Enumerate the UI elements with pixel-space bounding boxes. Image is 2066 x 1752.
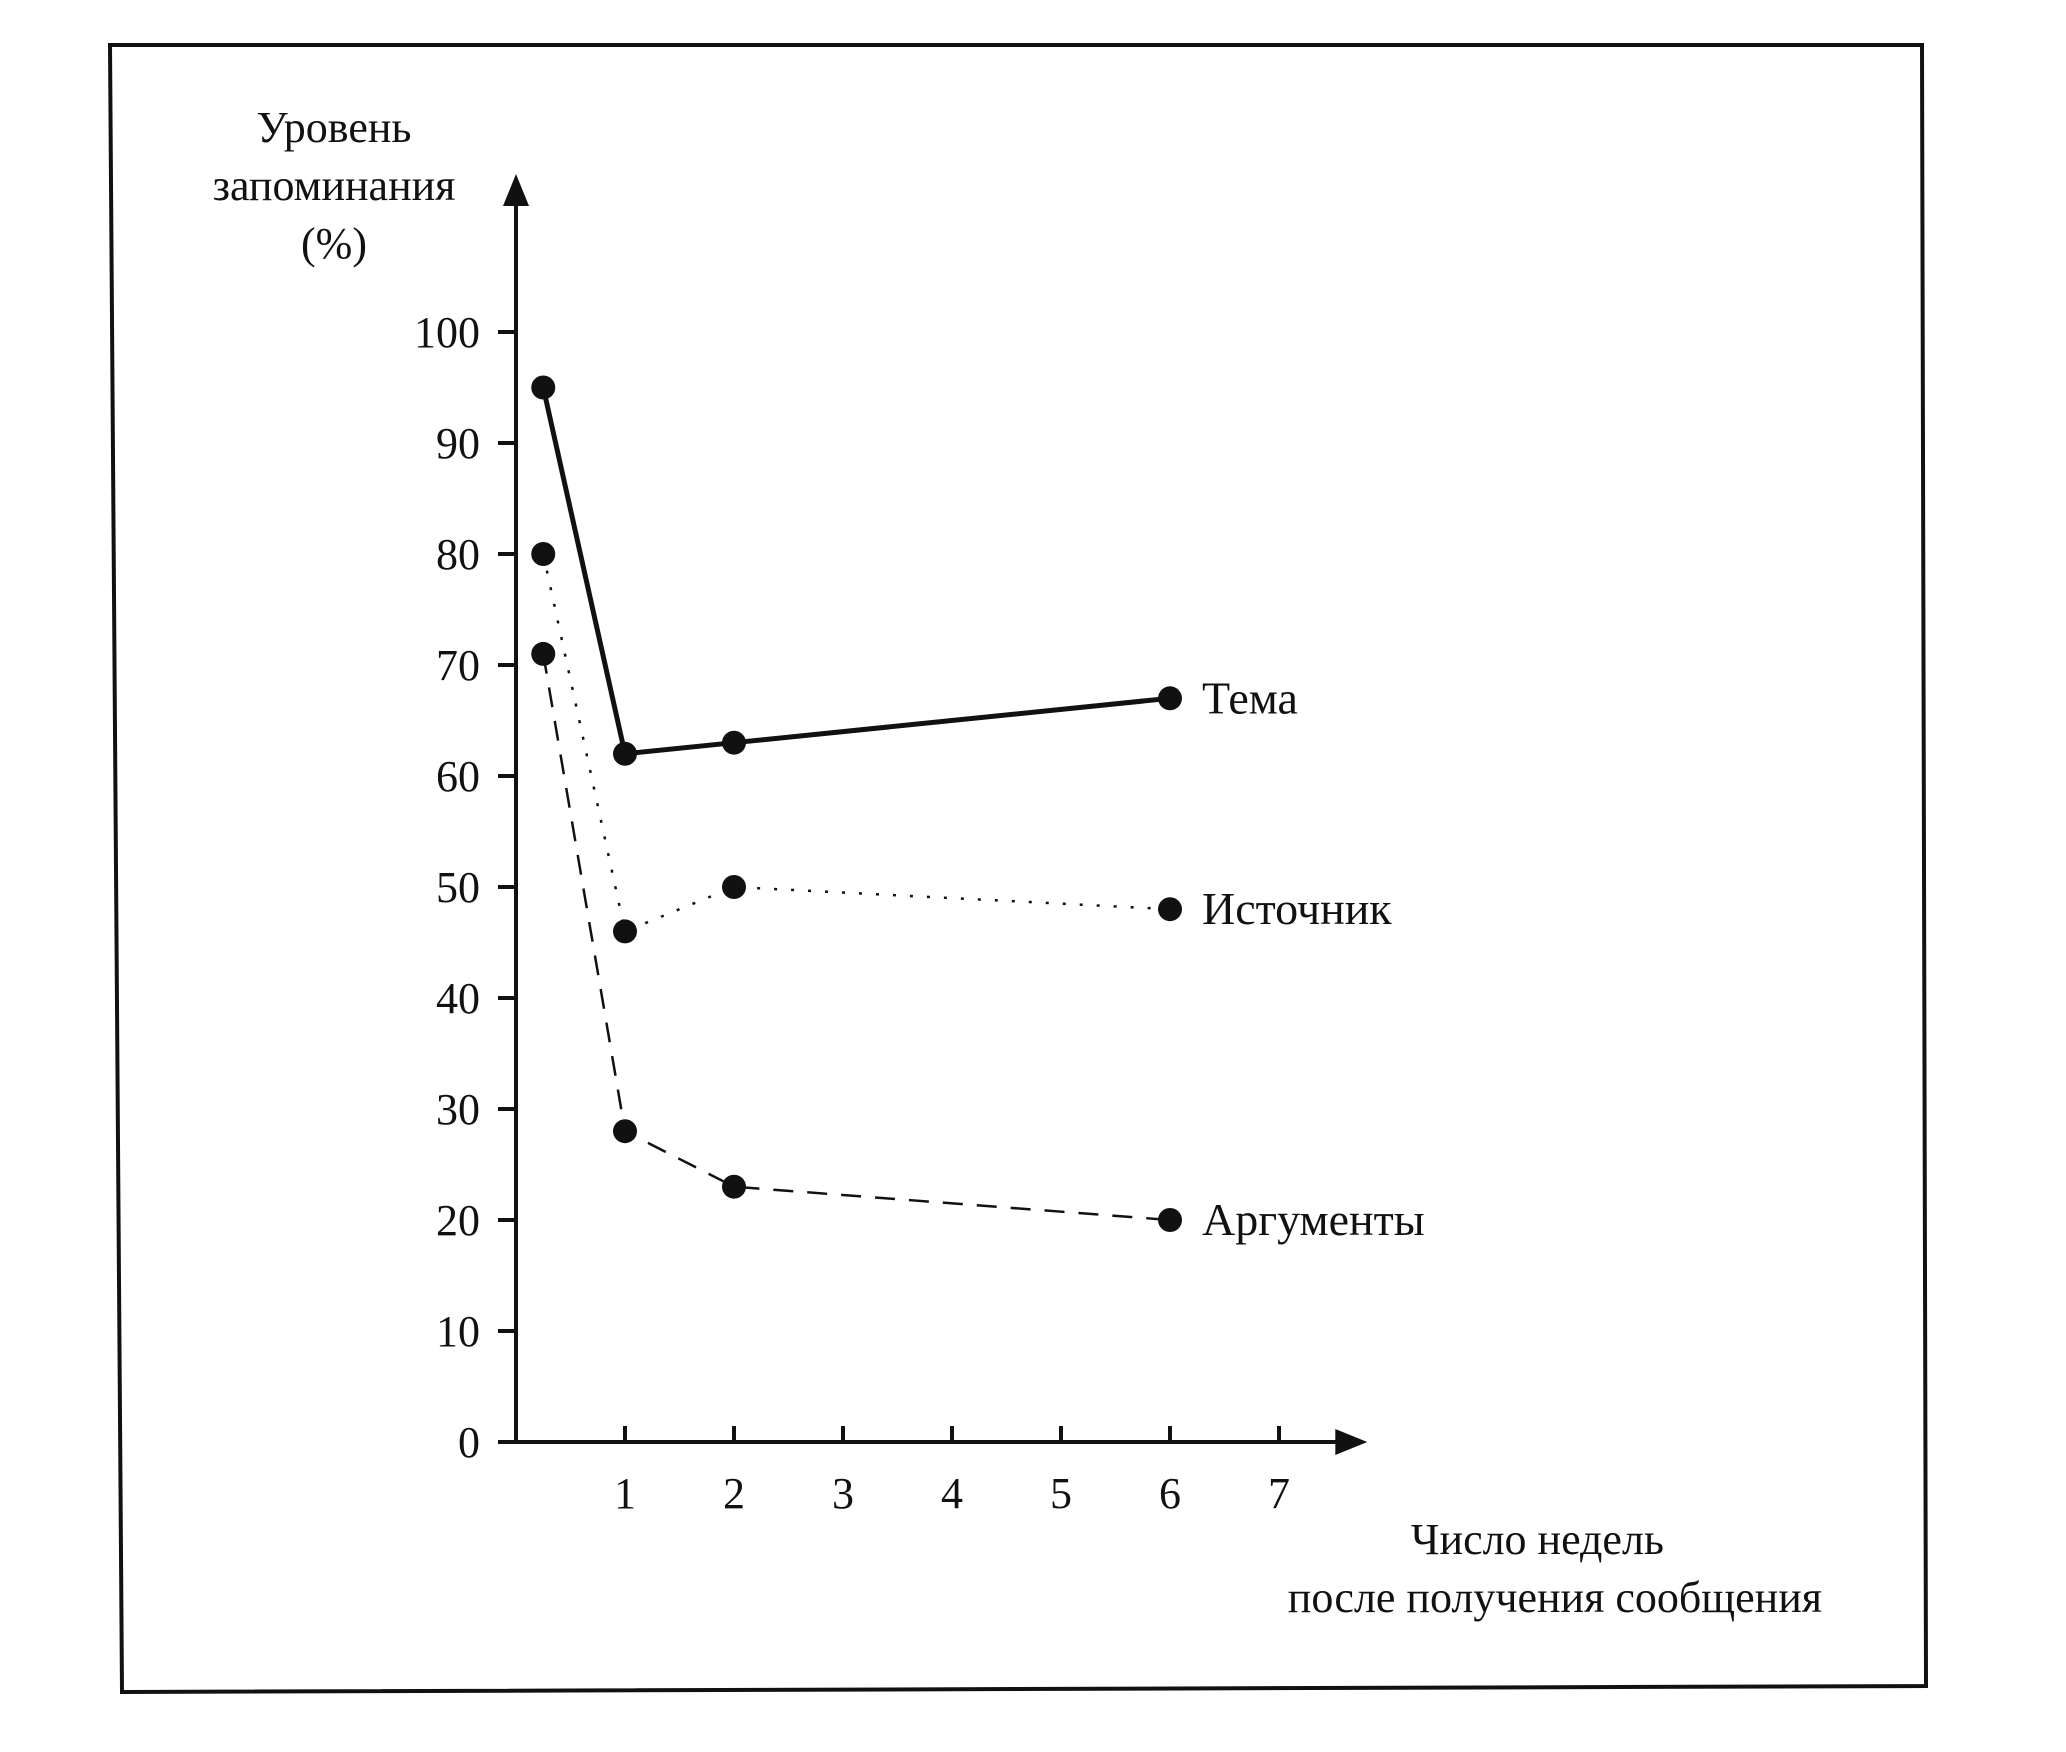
x-tick-label: 6 [1159, 1469, 1181, 1518]
data-point [531, 641, 556, 666]
series-line-3 [542, 653, 1171, 1222]
data-point [531, 542, 556, 566]
x-axis-title: Число недель после получения сообщения [1288, 1515, 1822, 1622]
data-point [613, 919, 637, 944]
y-tick-label: 20 [436, 1196, 480, 1245]
data-point [531, 375, 556, 400]
data-point [1158, 1208, 1182, 1232]
y-tick-label: 60 [436, 752, 480, 801]
x-axis-title-line-2: после получения сообщения [1288, 1573, 1822, 1622]
data-point [722, 730, 746, 755]
y-tick-label: 10 [436, 1307, 480, 1356]
series-label-1: Тема [1202, 672, 1298, 723]
series-line-1 [540, 386, 1171, 757]
y-tick-label: 90 [436, 419, 480, 468]
data-point [613, 741, 637, 766]
data-point [722, 875, 746, 899]
y-tick-label: 50 [436, 863, 480, 912]
data-point [1158, 686, 1182, 711]
data-point [1158, 897, 1182, 922]
y-tick-label: 80 [436, 530, 480, 579]
y-tick-label: 30 [436, 1085, 480, 1134]
axes: 0 10 20 30 40 50 60 70 80 90 100 1 2 3 4 5 6 7 [414, 174, 1368, 1518]
y-axis-title: Уровень запоминания (%) [213, 103, 456, 268]
data-point [722, 1174, 746, 1199]
x-tick-label: 2 [723, 1469, 745, 1518]
x-tick-label: 3 [832, 1469, 854, 1518]
series-label-2: Источник [1202, 883, 1392, 934]
y-tick-label: 70 [436, 641, 480, 690]
x-axis-title-line-1: Число недель [1411, 1515, 1664, 1564]
x-axis-arrow [1335, 1429, 1368, 1455]
x-tick-label: 7 [1268, 1469, 1290, 1518]
series-line-2 [542, 553, 1171, 933]
x-tick-label: 4 [941, 1469, 963, 1518]
y-axis-arrow [503, 174, 529, 206]
y-tick-label: 100 [414, 308, 480, 357]
y-axis-title-line-3: (%) [301, 219, 367, 268]
y-axis-title-line-2: запоминания [213, 161, 456, 210]
frame [107, 43, 1929, 1695]
y-tick-label: 40 [436, 974, 480, 1023]
y-tick-label: 0 [458, 1418, 480, 1467]
x-tick-label: 5 [1050, 1469, 1072, 1518]
y-axis-title-line-1: Уровень [257, 103, 412, 152]
series-layer: Тема Источник Аргументы [531, 375, 1425, 1245]
data-point [613, 1119, 637, 1144]
x-tick-label: 1 [614, 1469, 636, 1518]
series-label-3: Аргументы [1202, 1194, 1425, 1245]
